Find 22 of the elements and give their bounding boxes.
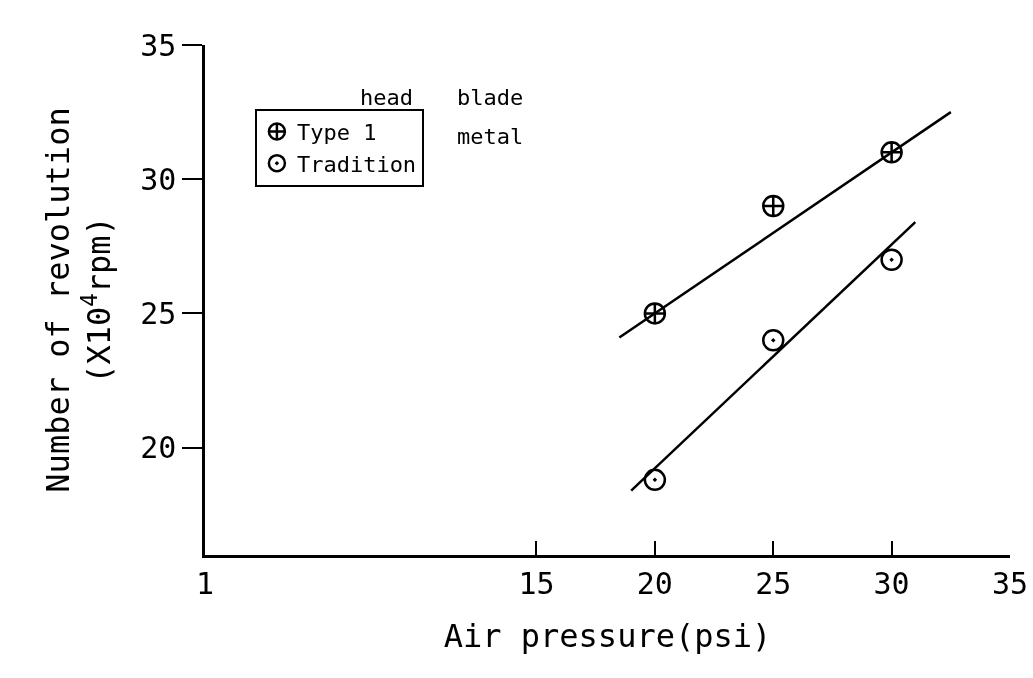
x-tick-label: 35: [991, 565, 1029, 601]
y-tick-label: 30: [140, 161, 177, 197]
point: [643, 468, 667, 492]
x-tick-label: 30: [873, 565, 910, 601]
point: [880, 248, 903, 271]
annotation: blade: [457, 85, 524, 110]
y-tick-label: 35: [140, 27, 177, 63]
legend-label: Tradition: [296, 151, 417, 177]
x-tick-label: 20: [636, 565, 673, 601]
annotation: metal: [457, 124, 524, 149]
annotation: head: [360, 85, 413, 110]
point: [880, 141, 903, 164]
y-tick-label: 25: [140, 295, 177, 331]
point: [761, 194, 785, 218]
x-tick-label: 25: [755, 565, 792, 601]
y-tick-label: 20: [140, 430, 177, 466]
x-axis-title: Air pressure(psi): [443, 616, 772, 655]
point: [762, 329, 785, 352]
point: [643, 302, 667, 325]
x-tick-label: 1: [195, 565, 215, 601]
x-tick-label: 15: [518, 565, 555, 601]
legend-label: Type 1: [296, 120, 377, 146]
